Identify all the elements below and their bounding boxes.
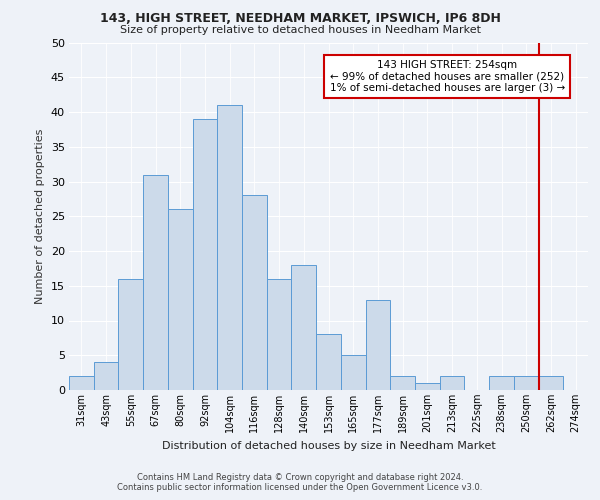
- Bar: [316, 334, 341, 390]
- Bar: [539, 376, 563, 390]
- Bar: [365, 300, 390, 390]
- Bar: [94, 362, 118, 390]
- Bar: [193, 119, 217, 390]
- Bar: [69, 376, 94, 390]
- Bar: [267, 279, 292, 390]
- Bar: [118, 279, 143, 390]
- Bar: [514, 376, 539, 390]
- Text: Contains HM Land Registry data © Crown copyright and database right 2024.
Contai: Contains HM Land Registry data © Crown c…: [118, 473, 482, 492]
- Bar: [168, 210, 193, 390]
- Text: Size of property relative to detached houses in Needham Market: Size of property relative to detached ho…: [119, 25, 481, 35]
- Bar: [415, 383, 440, 390]
- Bar: [292, 265, 316, 390]
- Text: 143 HIGH STREET: 254sqm
← 99% of detached houses are smaller (252)
1% of semi-de: 143 HIGH STREET: 254sqm ← 99% of detache…: [329, 60, 565, 93]
- Bar: [143, 174, 168, 390]
- Bar: [242, 196, 267, 390]
- Bar: [489, 376, 514, 390]
- Bar: [440, 376, 464, 390]
- Text: 143, HIGH STREET, NEEDHAM MARKET, IPSWICH, IP6 8DH: 143, HIGH STREET, NEEDHAM MARKET, IPSWIC…: [100, 12, 500, 26]
- Bar: [390, 376, 415, 390]
- Bar: [341, 355, 365, 390]
- Bar: [217, 105, 242, 390]
- X-axis label: Distribution of detached houses by size in Needham Market: Distribution of detached houses by size …: [161, 440, 496, 450]
- Y-axis label: Number of detached properties: Number of detached properties: [35, 128, 45, 304]
